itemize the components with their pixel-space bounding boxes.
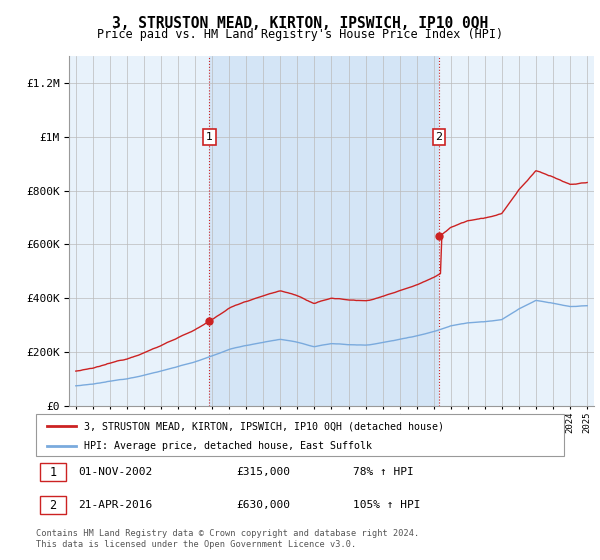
Text: 2: 2: [49, 498, 56, 512]
Text: 1: 1: [206, 132, 213, 142]
FancyBboxPatch shape: [36, 414, 564, 456]
Text: 01-NOV-2002: 01-NOV-2002: [78, 467, 152, 477]
Bar: [209, 56, 439, 406]
Text: 78% ↑ HPI: 78% ↑ HPI: [353, 467, 413, 477]
Text: Price paid vs. HM Land Registry's House Price Index (HPI): Price paid vs. HM Land Registry's House …: [97, 28, 503, 41]
Text: HPI: Average price, detached house, East Suffolk: HPI: Average price, detached house, East…: [83, 441, 371, 451]
Text: 21-APR-2016: 21-APR-2016: [78, 500, 152, 510]
Text: £315,000: £315,000: [236, 467, 290, 477]
Text: 105% ↑ HPI: 105% ↑ HPI: [353, 500, 420, 510]
Text: 3, STRUSTON MEAD, KIRTON, IPSWICH, IP10 0QH: 3, STRUSTON MEAD, KIRTON, IPSWICH, IP10 …: [112, 16, 488, 31]
Text: 1: 1: [49, 465, 56, 479]
Text: 2: 2: [436, 132, 443, 142]
Text: Contains HM Land Registry data © Crown copyright and database right 2024.
This d: Contains HM Land Registry data © Crown c…: [36, 529, 419, 549]
FancyBboxPatch shape: [40, 463, 65, 481]
Text: £630,000: £630,000: [236, 500, 290, 510]
FancyBboxPatch shape: [40, 496, 65, 514]
Text: 3, STRUSTON MEAD, KIRTON, IPSWICH, IP10 0QH (detached house): 3, STRUSTON MEAD, KIRTON, IPSWICH, IP10 …: [83, 421, 443, 431]
